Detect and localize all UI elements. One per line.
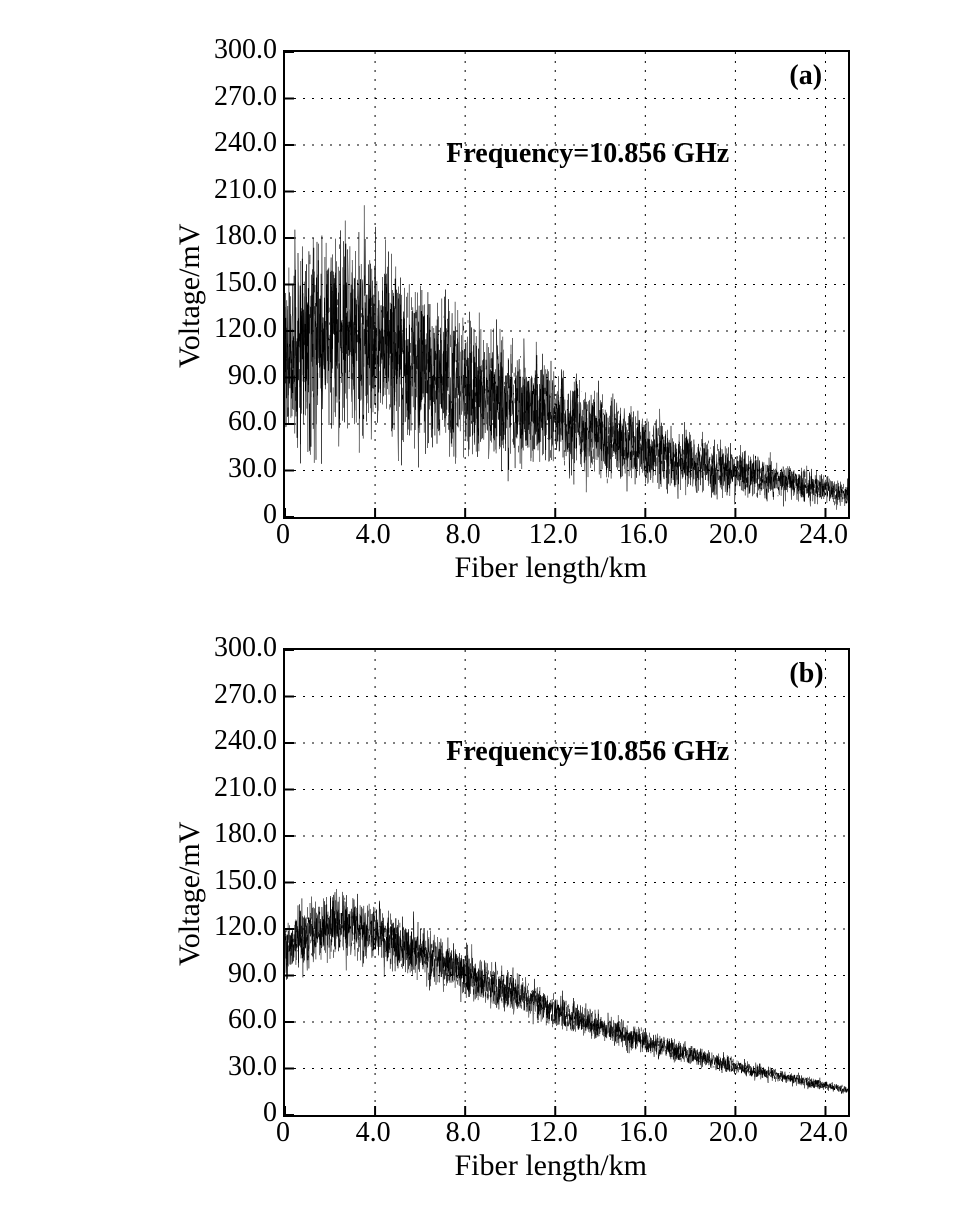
xtick-label: 12.0 [523, 519, 583, 551]
frequency-annotation: Frequency=10.856 GHz [446, 736, 729, 768]
ytick-label: 300.0 [187, 632, 277, 664]
xtick-label: 8.0 [433, 1117, 493, 1149]
xtick-label: 4.0 [343, 519, 403, 551]
x-axis-label: Fiber length/km [455, 1149, 647, 1183]
ytick-label: 60.0 [187, 406, 277, 438]
frequency-annotation: Frequency=10.856 GHz [446, 138, 729, 170]
xtick-label: 20.0 [703, 1117, 763, 1149]
ytick-label: 240.0 [187, 127, 277, 159]
plot-box-a [283, 50, 850, 519]
ytick-label: 300.0 [187, 34, 277, 66]
ytick-label: 30.0 [187, 453, 277, 485]
y-axis-label: Voltage/mV [173, 821, 207, 965]
y-axis-label: Voltage/mV [173, 223, 207, 367]
xtick-label: 16.0 [613, 1117, 673, 1149]
xtick-label: 12.0 [523, 1117, 583, 1149]
xtick-label: 0 [253, 1117, 313, 1149]
xtick-label: 4.0 [343, 1117, 403, 1149]
ytick-label: 210.0 [187, 174, 277, 206]
ytick-label: 240.0 [187, 725, 277, 757]
x-axis-label: Fiber length/km [455, 551, 647, 585]
panel-label: (a) [789, 60, 822, 92]
plot-box-b [283, 648, 850, 1117]
ytick-label: 210.0 [187, 772, 277, 804]
xtick-label: 16.0 [613, 519, 673, 551]
xtick-label: 24.0 [793, 1117, 853, 1149]
ytick-label: 30.0 [187, 1051, 277, 1083]
xtick-label: 8.0 [433, 519, 493, 551]
ytick-label: 270.0 [187, 81, 277, 113]
xtick-label: 0 [253, 519, 313, 551]
xtick-label: 24.0 [793, 519, 853, 551]
trace-a [285, 52, 848, 517]
trace-b [285, 650, 848, 1115]
xtick-label: 20.0 [703, 519, 763, 551]
figure-root: 030.060.090.0120.0150.0180.0210.0240.027… [0, 0, 961, 1207]
ytick-label: 60.0 [187, 1004, 277, 1036]
ytick-label: 270.0 [187, 679, 277, 711]
panel-label: (b) [789, 658, 823, 690]
